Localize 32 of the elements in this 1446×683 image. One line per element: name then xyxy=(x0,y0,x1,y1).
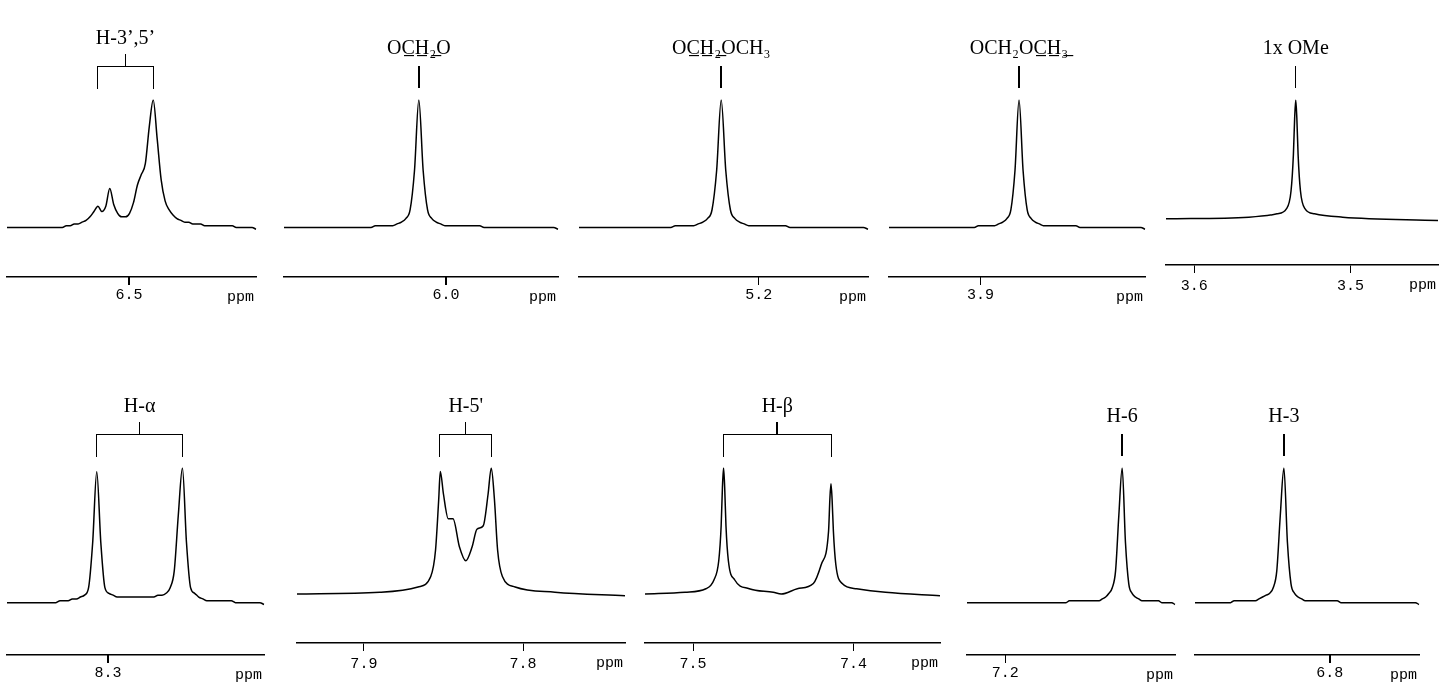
text: 5.2 xyxy=(745,287,773,305)
x-axis-title: ppm xyxy=(1115,289,1143,307)
x-axis-title: ppm xyxy=(1389,667,1417,683)
chart-title: H-3 xyxy=(1268,403,1300,428)
chart-title: H-6 xyxy=(1106,403,1138,428)
x-axis-title: ppm xyxy=(595,655,623,673)
text: 6.0 xyxy=(432,287,460,305)
chart-title: OC̲H̲₂̲O xyxy=(386,35,451,60)
x-axis-title: ppm xyxy=(528,289,556,307)
chart-title: H-3’,5’ xyxy=(95,25,156,50)
chart-title: OC̲H̲₂̲OCH₃ xyxy=(672,35,771,60)
x-axis-title: ppm xyxy=(226,289,254,307)
x-tick-label: 7.8 xyxy=(509,655,537,673)
text: 8.3 xyxy=(94,665,122,683)
x-tick-label: 3.5 xyxy=(1336,277,1364,295)
chart-title: H-5' xyxy=(448,393,484,418)
x-axis-title: ppm xyxy=(1408,277,1436,295)
x-axis-title: ppm xyxy=(910,655,938,673)
x-tick-label: 7.5 xyxy=(679,655,707,673)
x-tick-label: 3.6 xyxy=(1180,277,1208,295)
x-axis-title: ppm xyxy=(234,667,262,683)
text: 7.2 xyxy=(991,665,1019,683)
chart-title: H-α xyxy=(123,393,156,418)
chart-title: 1x OMe xyxy=(1262,35,1329,60)
text: 3.9 xyxy=(967,287,995,305)
chart-title: H-β xyxy=(761,393,793,418)
x-tick-label: 7.9 xyxy=(350,655,378,673)
x-axis-title: ppm xyxy=(1145,667,1173,683)
x-tick-label: 7.4 xyxy=(839,655,867,673)
text: 6.8 xyxy=(1316,665,1344,683)
x-axis-title: ppm xyxy=(838,289,866,307)
text: 6.5 xyxy=(115,287,143,305)
